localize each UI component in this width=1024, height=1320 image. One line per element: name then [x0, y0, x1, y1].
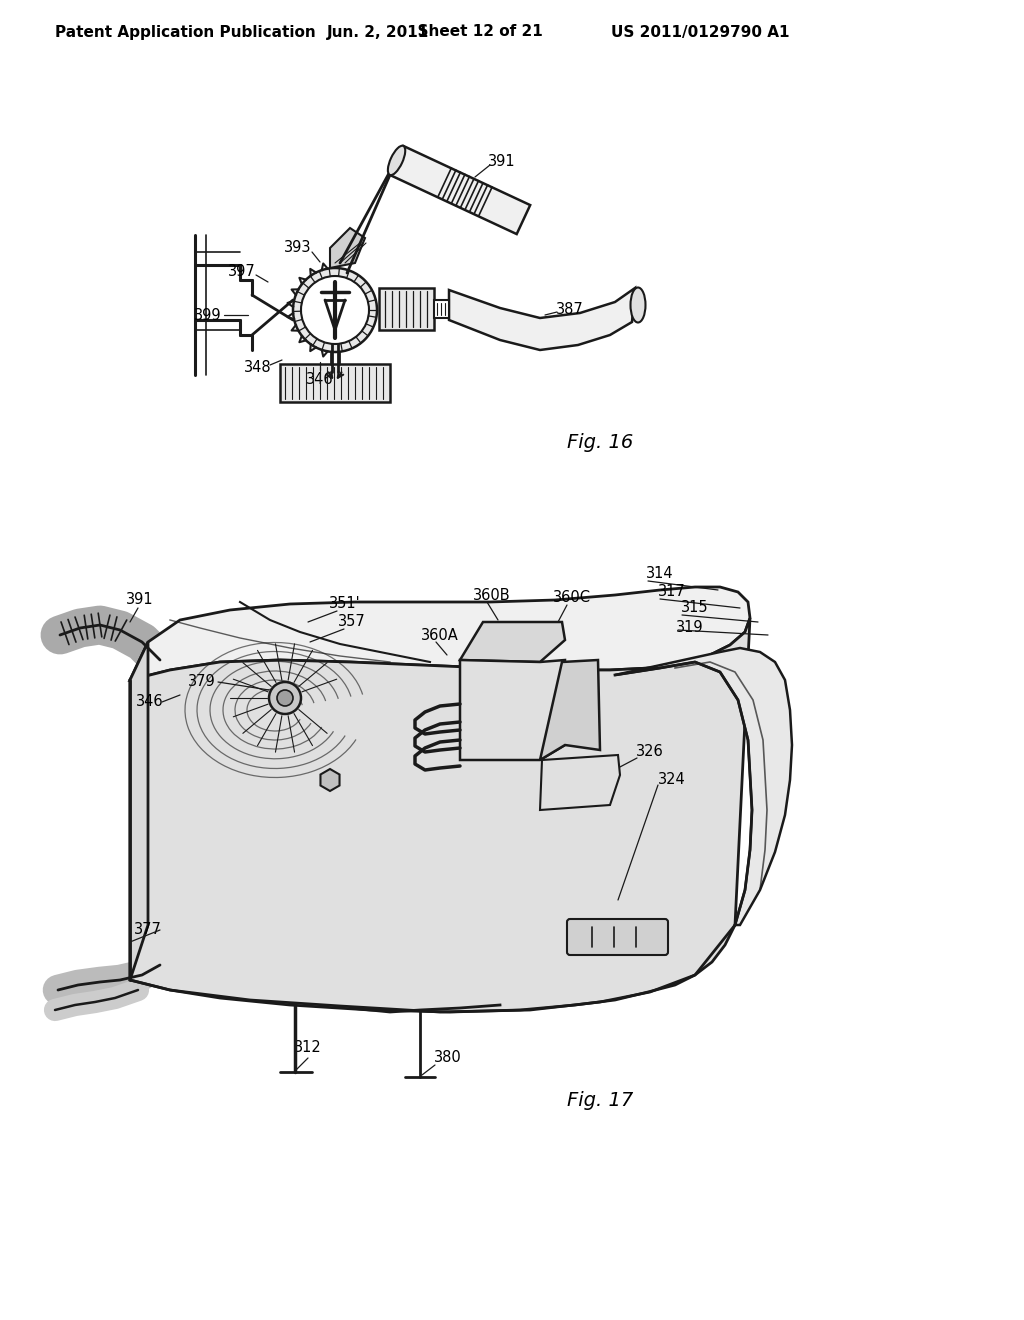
Text: 380: 380: [434, 1051, 462, 1065]
Text: 360A: 360A: [421, 627, 459, 643]
Text: 326: 326: [636, 744, 664, 759]
Ellipse shape: [631, 288, 645, 322]
Text: 324: 324: [658, 772, 686, 788]
Bar: [434, 300, 449, 318]
Text: 315: 315: [681, 601, 709, 615]
Text: Jun. 2, 2011: Jun. 2, 2011: [327, 25, 429, 40]
Polygon shape: [540, 660, 600, 760]
Text: 393: 393: [285, 240, 311, 256]
Text: 348: 348: [244, 360, 271, 375]
Text: 399: 399: [195, 308, 222, 322]
Text: 379: 379: [188, 675, 216, 689]
Polygon shape: [321, 770, 340, 791]
Text: Patent Application Publication: Patent Application Publication: [54, 25, 315, 40]
Circle shape: [278, 690, 293, 706]
Polygon shape: [130, 587, 750, 680]
Polygon shape: [615, 648, 792, 925]
Polygon shape: [540, 755, 620, 810]
Circle shape: [301, 276, 369, 345]
Circle shape: [269, 682, 301, 714]
Polygon shape: [460, 660, 565, 760]
Text: US 2011/0129790 A1: US 2011/0129790 A1: [610, 25, 790, 40]
Text: 397: 397: [228, 264, 256, 280]
Polygon shape: [130, 618, 750, 1012]
Bar: [379, 288, 434, 330]
Polygon shape: [460, 622, 565, 663]
Ellipse shape: [388, 145, 406, 176]
Text: 360C: 360C: [553, 590, 591, 606]
Text: Sheet 12 of 21: Sheet 12 of 21: [408, 25, 543, 40]
Text: 317: 317: [658, 585, 686, 599]
Text: Fig. 17: Fig. 17: [567, 1090, 633, 1110]
Text: 391: 391: [126, 593, 154, 607]
Text: 377: 377: [134, 923, 162, 937]
Bar: [280, 364, 390, 403]
Polygon shape: [390, 147, 530, 234]
Text: 346: 346: [136, 694, 164, 710]
Text: 360B: 360B: [473, 587, 511, 602]
Polygon shape: [449, 288, 635, 350]
Text: 346: 346: [306, 372, 334, 388]
Text: 314: 314: [646, 566, 674, 582]
Circle shape: [293, 268, 377, 352]
Text: Fig. 16: Fig. 16: [567, 433, 633, 451]
Text: 351': 351': [329, 597, 360, 611]
Text: 319: 319: [676, 620, 703, 635]
Polygon shape: [130, 642, 148, 979]
Text: 391: 391: [488, 154, 516, 169]
Text: 387: 387: [556, 302, 584, 318]
Text: 357: 357: [338, 615, 366, 630]
FancyBboxPatch shape: [567, 919, 668, 954]
Polygon shape: [330, 228, 365, 268]
Text: 312: 312: [294, 1040, 322, 1056]
